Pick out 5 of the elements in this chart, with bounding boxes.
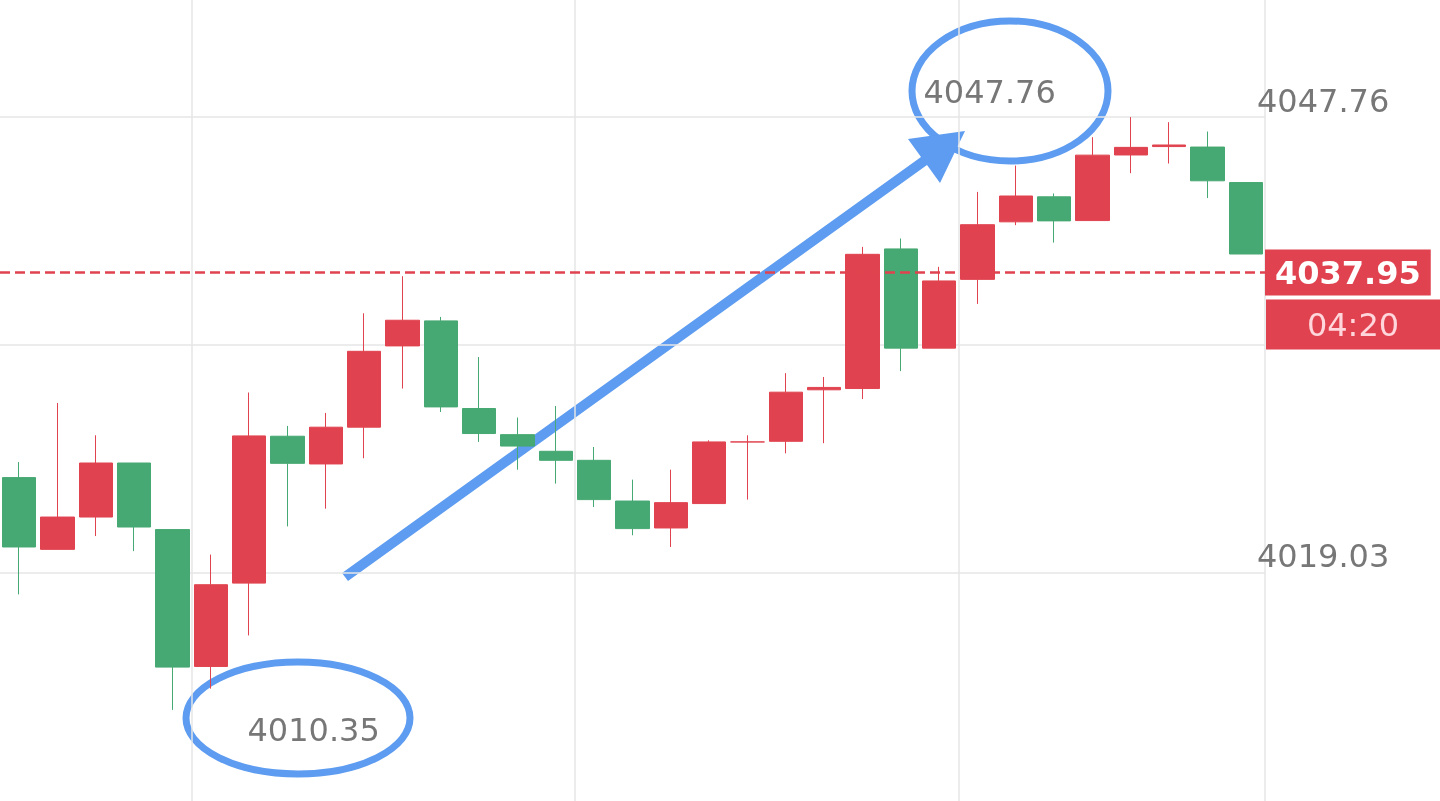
text: 04:20: [1306, 305, 1400, 344]
annotation: 4010.35: [247, 710, 380, 749]
ref-line-label: 4037.95: [1275, 253, 1421, 292]
annotation: 4047.76: [923, 73, 1056, 112]
y-tick-label: 4019.03: [1257, 537, 1390, 576]
